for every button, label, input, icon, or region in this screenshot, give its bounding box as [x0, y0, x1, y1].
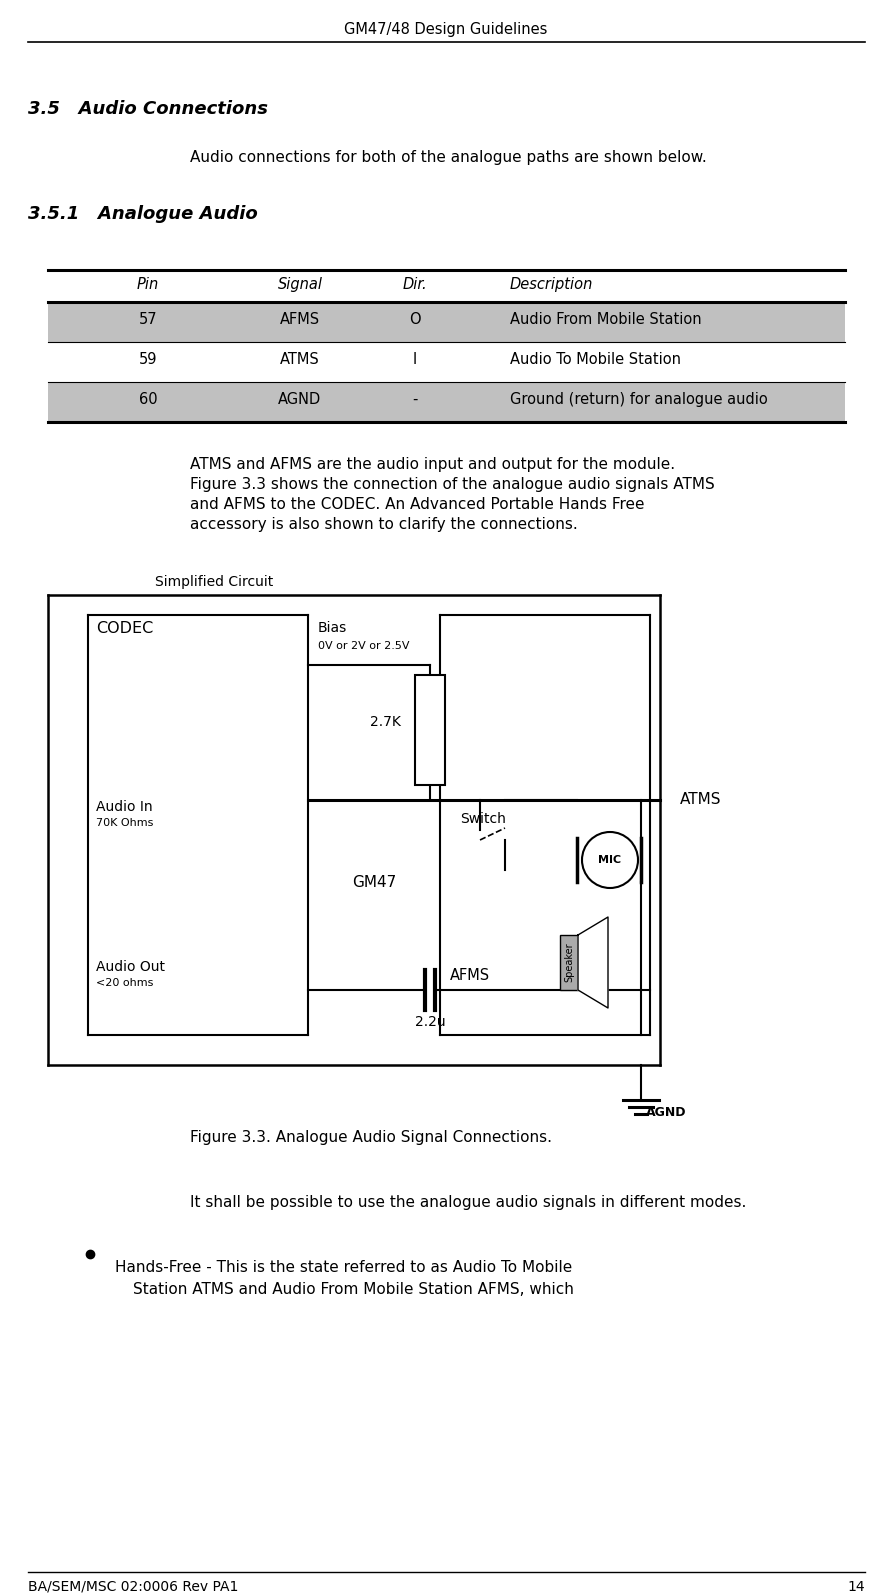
Circle shape	[582, 832, 638, 887]
Text: 70K Ohms: 70K Ohms	[96, 819, 154, 828]
Bar	[560, 935, 578, 990]
Text: Ground (return) for analogue audio: Ground (return) for analogue audio	[510, 393, 768, 407]
Text: AGND: AGND	[279, 393, 321, 407]
Text: ATMS: ATMS	[280, 353, 320, 367]
Text: and AFMS to the CODEC. An Advanced Portable Hands Free: and AFMS to the CODEC. An Advanced Porta…	[190, 496, 645, 512]
Text: 57: 57	[138, 311, 157, 327]
Text: Station ATMS and Audio From Mobile Station AFMS, which: Station ATMS and Audio From Mobile Stati…	[133, 1282, 574, 1298]
Text: Description: Description	[510, 278, 593, 292]
Text: AGND: AGND	[646, 1106, 687, 1119]
Text: MIC: MIC	[598, 855, 622, 865]
Text: Signal: Signal	[278, 278, 322, 292]
Text: Audio From Mobile Station: Audio From Mobile Station	[510, 311, 702, 327]
Text: 3.5   Audio Connections: 3.5 Audio Connections	[28, 101, 268, 118]
Text: 60: 60	[138, 393, 157, 407]
Text: AFMS: AFMS	[280, 311, 320, 327]
Text: Switch: Switch	[460, 812, 505, 827]
Text: Dir.: Dir.	[403, 278, 428, 292]
Text: Audio To Mobile Station: Audio To Mobile Station	[510, 353, 681, 367]
Text: Figure 3.3 shows the connection of the analogue audio signals ATMS: Figure 3.3 shows the connection of the a…	[190, 477, 714, 492]
Text: ATMS: ATMS	[680, 792, 722, 808]
Text: Hands-Free - This is the state referred to as Audio To Mobile: Hands-Free - This is the state referred …	[115, 1259, 572, 1275]
Text: Audio In: Audio In	[96, 800, 153, 814]
Text: It shall be possible to use the analogue audio signals in different modes.: It shall be possible to use the analogue…	[190, 1195, 747, 1210]
Text: Audio Out: Audio Out	[96, 961, 165, 974]
Text: accessory is also shown to clarify the connections.: accessory is also shown to clarify the c…	[190, 517, 578, 531]
Text: <20 ohms: <20 ohms	[96, 978, 154, 988]
Text: Audio connections for both of the analogue paths are shown below.: Audio connections for both of the analog…	[190, 150, 706, 164]
Text: 2.2u: 2.2u	[415, 1015, 446, 1029]
Text: GM47: GM47	[352, 875, 396, 891]
Polygon shape	[578, 918, 608, 1009]
Bar	[415, 675, 445, 785]
Text: Bias: Bias	[318, 621, 347, 635]
Text: O: O	[409, 311, 421, 327]
Text: 14: 14	[847, 1580, 865, 1594]
Text: 0V or 2V or 2.5V: 0V or 2V or 2.5V	[318, 642, 410, 651]
Text: ATMS and AFMS are the audio input and output for the module.: ATMS and AFMS are the audio input and ou…	[190, 456, 675, 472]
Bar	[48, 302, 845, 342]
Text: -: -	[413, 393, 418, 407]
Text: 2.7K: 2.7K	[370, 715, 401, 729]
Text: Pin: Pin	[137, 278, 159, 292]
Text: Simplified Circuit: Simplified Circuit	[155, 575, 273, 589]
Text: AFMS: AFMS	[450, 969, 490, 983]
Text: 59: 59	[138, 353, 157, 367]
Text: 3.5.1   Analogue Audio: 3.5.1 Analogue Audio	[28, 204, 258, 223]
Bar	[48, 381, 845, 421]
Text: CODEC: CODEC	[96, 621, 154, 635]
Text: Figure 3.3. Analogue Audio Signal Connections.: Figure 3.3. Analogue Audio Signal Connec…	[190, 1130, 552, 1144]
Text: I: I	[413, 353, 417, 367]
Text: GM47/48 Design Guidelines: GM47/48 Design Guidelines	[345, 22, 547, 37]
Text: BA/SEM/MSC 02:0006 Rev PA1: BA/SEM/MSC 02:0006 Rev PA1	[28, 1580, 238, 1594]
Text: Speaker: Speaker	[564, 942, 574, 982]
